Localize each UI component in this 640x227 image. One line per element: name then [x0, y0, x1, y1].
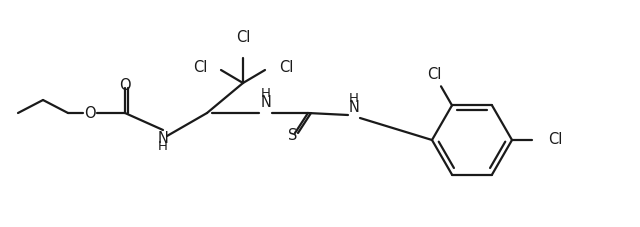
- Text: H: H: [158, 140, 168, 153]
- Text: Cl: Cl: [548, 133, 563, 148]
- Text: Cl: Cl: [279, 61, 293, 76]
- Text: N: N: [349, 100, 360, 115]
- Text: Cl: Cl: [193, 61, 207, 76]
- Text: O: O: [119, 78, 131, 93]
- Text: H: H: [261, 87, 271, 100]
- Text: O: O: [84, 106, 96, 121]
- Text: N: N: [157, 131, 168, 146]
- Text: H: H: [349, 92, 359, 105]
- Text: S: S: [288, 128, 298, 143]
- Text: N: N: [260, 95, 271, 110]
- Text: Cl: Cl: [236, 30, 250, 45]
- Text: Cl: Cl: [427, 67, 441, 82]
